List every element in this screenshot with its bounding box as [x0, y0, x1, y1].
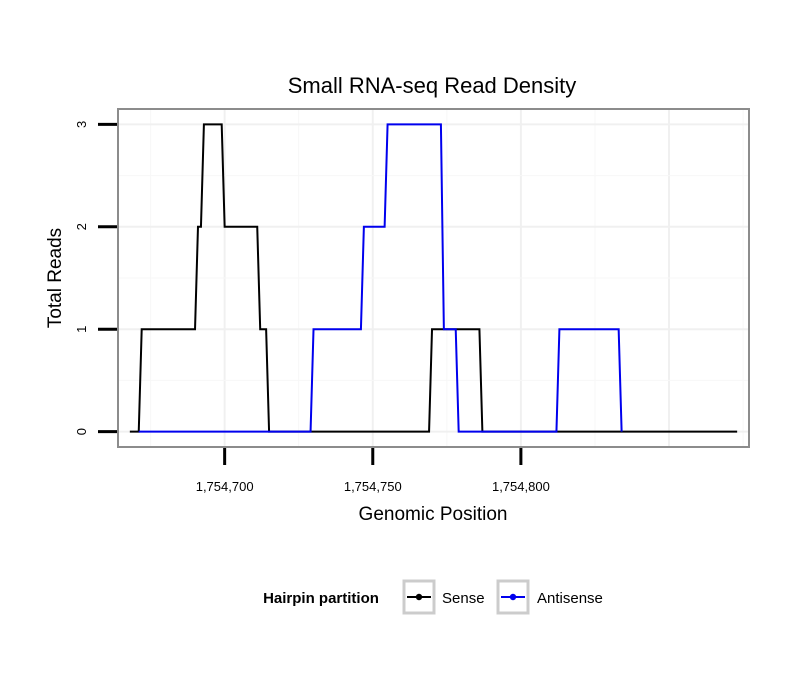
legend-marker-antisense: [509, 593, 517, 601]
legend-item-antisense: Antisense: [496, 579, 603, 615]
grid: [118, 109, 749, 447]
plot-panel-border: [117, 108, 750, 448]
legend-item-sense: Sense: [402, 579, 485, 615]
legend: Hairpin partition Sense Antisense: [263, 579, 603, 615]
series-line-sense: [129, 123, 738, 433]
x-tick-label: 1,754,750: [344, 479, 402, 494]
plot-lines: [129, 123, 738, 433]
x-tick-label: 1,754,800: [492, 479, 550, 494]
series-line-antisense: [138, 123, 623, 433]
y-tick-label: 0: [74, 428, 89, 435]
legend-title: Hairpin partition: [263, 590, 379, 607]
y-tick-label: 1: [74, 326, 89, 333]
chart-title: Small RNA-seq Read Density: [288, 73, 577, 98]
x-axis: 1,754,700 1,754,750 1,754,800: [196, 448, 550, 494]
x-tick-label: 1,754,700: [196, 479, 254, 494]
y-tick-label: 3: [74, 121, 89, 128]
y-tick-label: 2: [74, 223, 89, 230]
legend-marker-sense: [415, 593, 423, 601]
x-axis-title: Genomic Position: [359, 504, 508, 525]
y-axis: 0 1 2 3: [74, 121, 117, 435]
y-axis-title: Total Reads: [45, 228, 66, 328]
legend-label-antisense: Antisense: [537, 590, 603, 607]
legend-label-sense: Sense: [442, 590, 485, 607]
